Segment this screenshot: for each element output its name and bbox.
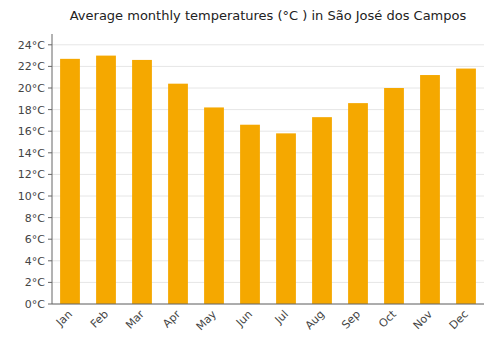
x-tick-label: Apr xyxy=(160,307,183,330)
title: Average monthly temperatures (°C ) in Sã… xyxy=(70,8,467,23)
bar xyxy=(96,56,116,304)
y-tick-label: 24°C xyxy=(18,39,45,52)
bar xyxy=(456,69,476,304)
y-tick xyxy=(48,260,52,261)
y-tick-label: 6°C xyxy=(25,233,45,246)
y-tick xyxy=(48,304,52,305)
y-tick-label: 14°C xyxy=(18,147,45,160)
bar xyxy=(240,125,260,304)
grid-line xyxy=(52,152,484,153)
y-tick-label: 22°C xyxy=(18,60,45,73)
y-tick xyxy=(48,131,52,132)
grid-line xyxy=(52,239,484,240)
x-axis: Jan Feb Mar Apr May Jun Jul Aug Sep Oct Nov Dec xyxy=(53,307,471,333)
x-tick-label: Jun xyxy=(233,308,255,330)
bar xyxy=(276,133,296,304)
x-tick-label: Feb xyxy=(88,308,111,331)
grid-line xyxy=(52,304,484,305)
chart: Average monthly temperatures (°C ) in Sã… xyxy=(0,0,500,350)
y-tick-label: 20°C xyxy=(18,82,45,95)
y-tick xyxy=(48,282,52,283)
grid-line xyxy=(52,44,484,45)
bar xyxy=(168,84,188,304)
y-tick xyxy=(48,88,52,89)
x-tick-label: Mar xyxy=(123,307,147,331)
grid-line xyxy=(52,66,484,67)
grid-line xyxy=(52,131,484,132)
y-tick xyxy=(48,217,52,218)
y-tick xyxy=(48,109,52,110)
y-tick-label: 12°C xyxy=(18,168,45,181)
bar xyxy=(60,59,80,304)
y-axis-line xyxy=(52,34,53,304)
y-tick-label: 0°C xyxy=(25,298,45,311)
grid-line xyxy=(52,174,484,175)
y-tick-label: 8°C xyxy=(25,212,45,225)
y-tick xyxy=(48,152,52,153)
x-tick-label: Sep xyxy=(339,308,363,332)
grid-line xyxy=(52,196,484,197)
bar xyxy=(312,117,332,304)
x-tick-label: Aug xyxy=(303,308,327,332)
y-tick xyxy=(48,239,52,240)
grid-line xyxy=(52,109,484,110)
grid-line xyxy=(52,88,484,89)
y-tick xyxy=(48,66,52,67)
y-tick-label: 10°C xyxy=(18,190,45,203)
grid-line xyxy=(52,260,484,261)
grid-line xyxy=(52,217,484,218)
x-tick-label: Nov xyxy=(411,307,436,332)
y-tick-label: 2°C xyxy=(25,276,45,289)
x-tick-label: Oct xyxy=(376,307,399,330)
y-tick-label: 4°C xyxy=(25,255,45,268)
y-tick xyxy=(48,174,52,175)
y-tick xyxy=(48,44,52,45)
x-tick-label: Jan xyxy=(53,308,75,330)
bars xyxy=(60,56,476,304)
x-tick-label: Jul xyxy=(272,308,291,327)
y-tick-label: 18°C xyxy=(18,104,45,117)
bar xyxy=(132,60,152,304)
x-tick-label: May xyxy=(194,307,220,333)
bar xyxy=(348,103,368,304)
y-axis: 0°C 2°C 4°C 6°C 8°C 10°C 12°C 14°C 16°C 18°C 20°C 2… xyxy=(18,39,484,311)
grid-line xyxy=(52,282,484,283)
chart-container: Average monthly temperatures (°C ) in Sã… xyxy=(0,0,500,350)
y-tick xyxy=(48,196,52,197)
y-tick-label: 16°C xyxy=(18,125,45,138)
bar xyxy=(204,107,224,304)
x-tick-label: Dec xyxy=(447,308,471,332)
bar xyxy=(384,88,404,304)
bar xyxy=(420,75,440,304)
x-axis-line xyxy=(52,304,484,305)
